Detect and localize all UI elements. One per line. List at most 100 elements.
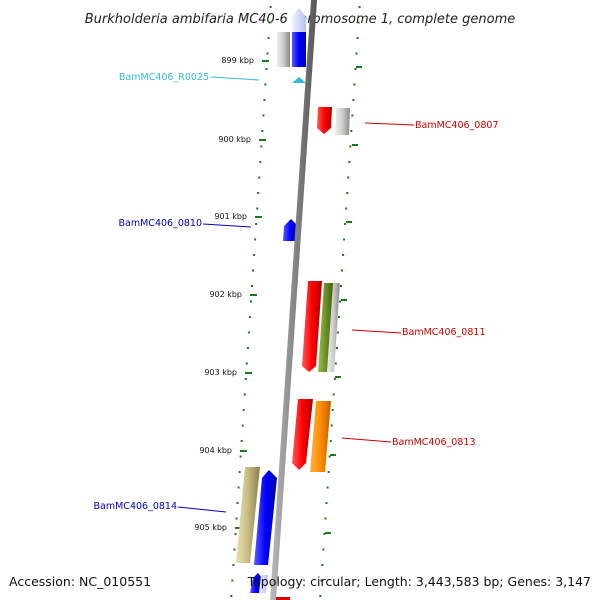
gene-bottom-blue[interactable] [250, 573, 262, 593]
right-track-dots [319, 6, 361, 597]
track-dot [321, 564, 324, 566]
track-dot [263, 99, 266, 101]
track-dot [336, 331, 339, 334]
track-dot [325, 502, 328, 504]
gene-bottom-red[interactable] [276, 597, 290, 600]
leader-0807 [364, 122, 415, 126]
track-dot [237, 486, 240, 489]
track-dot [246, 347, 249, 349]
track-dot [245, 362, 248, 365]
track-dot [239, 455, 242, 458]
gene-top-lightblue[interactable] [292, 8, 306, 32]
track-dot [323, 533, 326, 535]
track-dot [330, 424, 333, 427]
track-dot [333, 378, 336, 380]
gene-bottom-lightblue[interactable] [259, 575, 268, 593]
track-dot [258, 176, 261, 179]
gene-0814-khaki[interactable] [236, 467, 260, 563]
track-dot [250, 300, 252, 303]
gene-features [236, 8, 350, 600]
gene-top-blue[interactable] [292, 32, 306, 67]
track-dot [262, 114, 265, 117]
gene-0813-orange[interactable] [310, 401, 331, 472]
track-dot [244, 378, 247, 380]
gene-top-grey[interactable] [277, 32, 290, 67]
label-0810[interactable]: BamMC406_0810 [119, 218, 202, 229]
track-dot [345, 207, 348, 210]
track-dot [233, 548, 236, 551]
track-dot [352, 99, 355, 101]
tick-900 [259, 139, 266, 141]
gene-0807[interactable] [317, 107, 332, 134]
track-dot [319, 595, 322, 597]
track-dot [268, 21, 271, 24]
label-0814[interactable]: BamMC406_0814 [94, 501, 177, 512]
track-dot [355, 52, 358, 55]
gene-labels: BamMC406_R0025 BamMC406_0807 BamMC406_08… [94, 72, 498, 513]
gene-R0025[interactable] [292, 77, 306, 83]
leader-0810 [202, 223, 252, 228]
track-dot [326, 486, 329, 489]
tick-label-902: 902 kbp [209, 290, 242, 299]
track-dot [267, 37, 270, 39]
track-dot [340, 285, 342, 287]
track-dot [265, 68, 268, 70]
accession-text: Accession: NC_010551 [9, 574, 151, 589]
track-dot [235, 517, 238, 520]
track-dot [259, 161, 262, 163]
track-dot [350, 130, 353, 132]
tick-903 [245, 372, 252, 374]
track-dot [238, 471, 241, 473]
track-dot [324, 517, 327, 520]
track-dot [269, 6, 272, 8]
track-dot [242, 409, 245, 411]
label-0811[interactable]: BamMC406_0811 [402, 327, 485, 338]
gene-0811-green[interactable] [318, 283, 334, 372]
gene-0811[interactable] [302, 281, 322, 372]
track-dot [339, 300, 341, 303]
track-dot [248, 316, 251, 318]
track-dot [331, 409, 334, 411]
gene-0814[interactable] [254, 470, 277, 565]
track-dot [260, 145, 263, 148]
leader-R0025 [210, 76, 260, 81]
tick-905 [235, 527, 242, 529]
track-dot [251, 285, 253, 287]
leader-0813 [341, 437, 392, 443]
track-dot [252, 269, 254, 272]
track-dot [327, 471, 330, 473]
track-dot [240, 440, 243, 442]
tick-label-899: 899 kbp [221, 56, 254, 65]
track-dot [236, 502, 239, 504]
tick-label-901: 901 kbp [214, 212, 247, 221]
label-R0025[interactable]: BamMC406_R0025 [119, 72, 209, 83]
track-dot [247, 331, 250, 334]
genome-backbone [270, 0, 317, 600]
scale-ticks: 899 kbp 900 kbp 901 kbp 902 kbp 903 kbp … [194, 56, 269, 532]
gene-0810[interactable] [283, 219, 298, 241]
track-dot [357, 21, 360, 24]
gene-0807-partner[interactable] [335, 108, 350, 135]
track-dot [348, 161, 351, 163]
track-dot [344, 223, 347, 225]
track-dot [241, 424, 244, 427]
gene-0811-grey[interactable] [327, 283, 340, 372]
track-dot [329, 440, 332, 442]
track-dot [358, 6, 361, 8]
track-dot [254, 238, 257, 241]
label-0813[interactable]: BamMC406_0813 [392, 437, 475, 448]
label-0807[interactable]: BamMC406_0807 [415, 120, 498, 131]
track-dot [320, 579, 323, 582]
tick-901 [255, 216, 262, 218]
left-track-dots [230, 6, 272, 597]
gene-0813[interactable] [292, 399, 313, 470]
track-dot [253, 254, 256, 256]
leader-0814 [177, 506, 227, 513]
track-dot [347, 176, 350, 179]
track-dot [354, 68, 357, 70]
track-dot [231, 579, 234, 582]
track-dot [337, 316, 340, 318]
track-dot [334, 362, 337, 365]
track-dot [256, 207, 259, 210]
